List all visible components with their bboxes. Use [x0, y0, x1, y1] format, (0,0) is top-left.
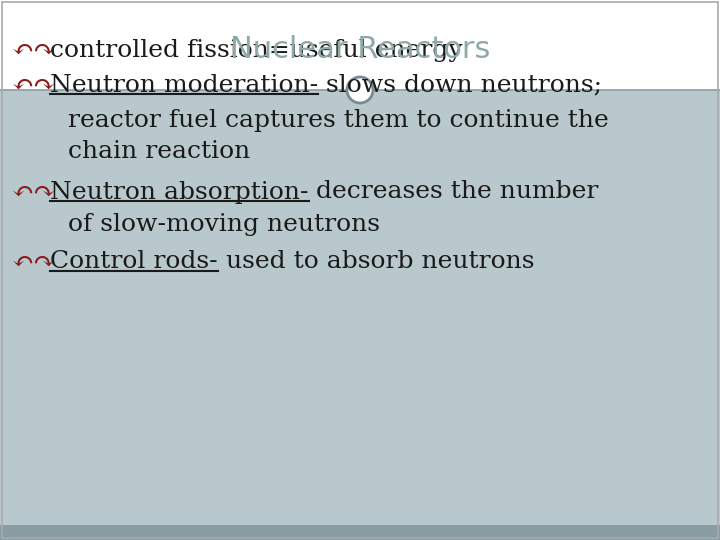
Text: of slow-moving neutrons: of slow-moving neutrons: [68, 213, 380, 235]
Text: ↶↷: ↶↷: [12, 37, 56, 63]
Text: Neutron absorption-: Neutron absorption-: [50, 180, 308, 204]
Text: Control rods-: Control rods-: [50, 251, 217, 273]
Text: ↶↷: ↶↷: [12, 179, 56, 205]
Bar: [0, 90, 720, 525]
Text: reactor fuel captures them to continue the: reactor fuel captures them to continue t…: [68, 109, 608, 132]
Bar: [0, 0, 720, 90]
Text: slows down neutrons;: slows down neutrons;: [318, 73, 602, 97]
Text: used to absorb neutrons: used to absorb neutrons: [217, 251, 534, 273]
Text: decreases the number: decreases the number: [308, 180, 599, 204]
Text: controlled fission=useful energy: controlled fission=useful energy: [50, 38, 463, 62]
Bar: [0, 525, 720, 540]
Text: chain reaction: chain reaction: [68, 140, 251, 164]
Text: Neutron moderation-: Neutron moderation-: [50, 73, 318, 97]
Text: ↶↷: ↶↷: [12, 249, 56, 274]
Text: ↶↷: ↶↷: [12, 72, 56, 98]
Text: Nuclear Reactors: Nuclear Reactors: [230, 35, 490, 64]
Circle shape: [347, 77, 373, 103]
